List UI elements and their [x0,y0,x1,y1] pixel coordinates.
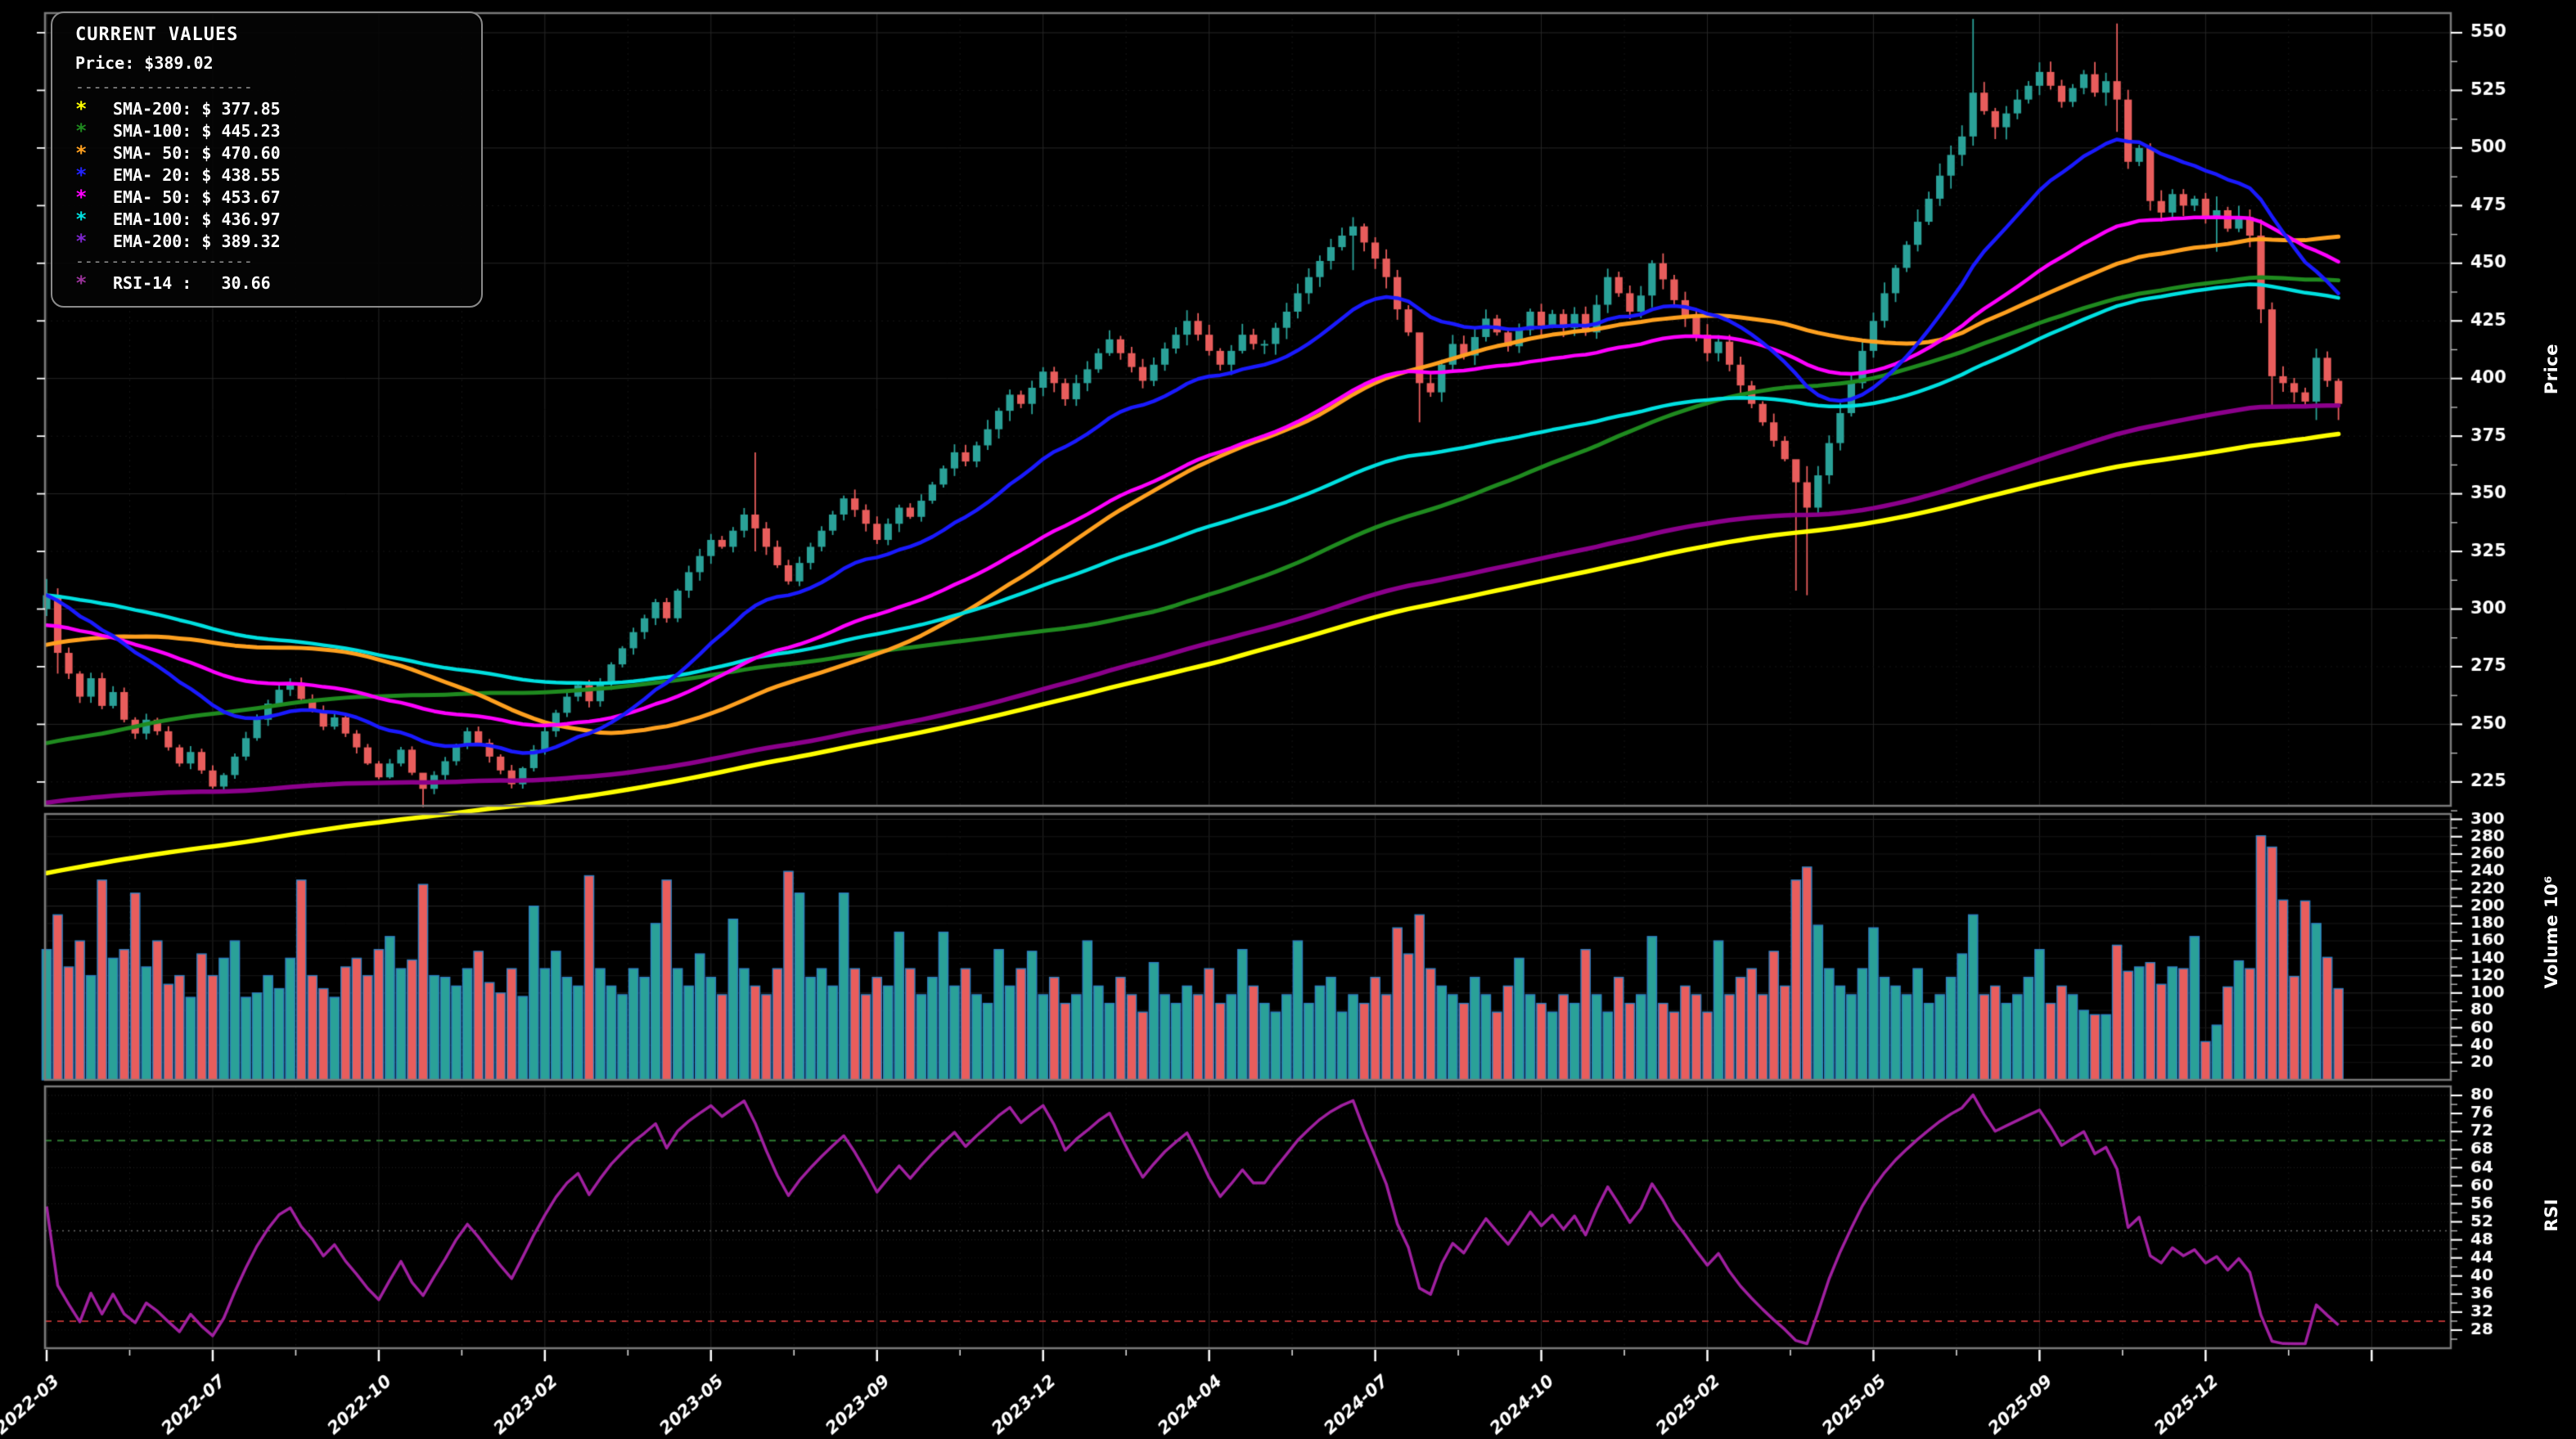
legend-value: $ 377.85 [201,98,281,119]
legend-row-sma200: * SMA-200: $ 377.85 [75,97,481,120]
legend-title: CURRENT VALUES [75,25,239,45]
legend-label: EMA- 50: [113,187,192,207]
ema100-swatch-icon: * [75,207,88,231]
legend-label: EMA- 20: [113,164,192,185]
current-values-legend: CURRENT VALUES Price: $389.02 ----------… [51,11,483,308]
ema200-swatch-icon: * [75,229,88,253]
sma200-swatch-icon: * [75,97,88,120]
legend-value: $ 445.23 [201,120,281,141]
sma50-swatch-icon: * [75,141,88,164]
legend-row-ema200: * EMA-200: $ 389.32 [75,229,481,253]
price-axis-title: Price [2542,344,2561,395]
legend-value: $ 389.32 [201,231,281,251]
legend-label: SMA-200: [113,98,192,119]
legend-label: EMA-200: [113,231,192,251]
rsi-swatch-icon: * [75,271,88,295]
legend-row-ema20: * EMA- 20: $ 438.55 [75,163,481,187]
legend-label: RSI-14 : [113,272,192,293]
legend-row-ema100: * EMA-100: $ 436.97 [75,207,481,231]
ema20-swatch-icon: * [75,163,88,187]
legend-value: 30.66 [201,272,271,293]
legend-separator: -------------------- [75,79,253,96]
legend-row-rsi: * RSI-14 : 30.66 [75,271,481,295]
rsi-axis-title: RSI [2542,1198,2561,1232]
legend-current-price: Price: $389.02 [75,53,214,73]
legend-row-ema50: * EMA- 50: $ 453.67 [75,185,481,209]
legend-value: $ 453.67 [201,187,281,207]
ema50-swatch-icon: * [75,185,88,209]
legend-row-sma50: * SMA- 50: $ 470.60 [75,142,481,164]
sma100-swatch-icon: * [75,119,88,142]
legend-value: $ 436.97 [201,209,281,229]
legend-value: $ 438.55 [201,164,281,185]
legend-label: SMA- 50: [113,142,192,163]
legend-row-sma100: * SMA-100: $ 445.23 [75,119,481,142]
legend-label: SMA-100: [113,120,192,141]
legend-separator: -------------------- [75,253,253,270]
volume-axis-title: Volume 10⁶ [2542,875,2561,989]
legend-value: $ 470.60 [201,142,281,163]
legend-label: EMA-100: [113,209,192,229]
